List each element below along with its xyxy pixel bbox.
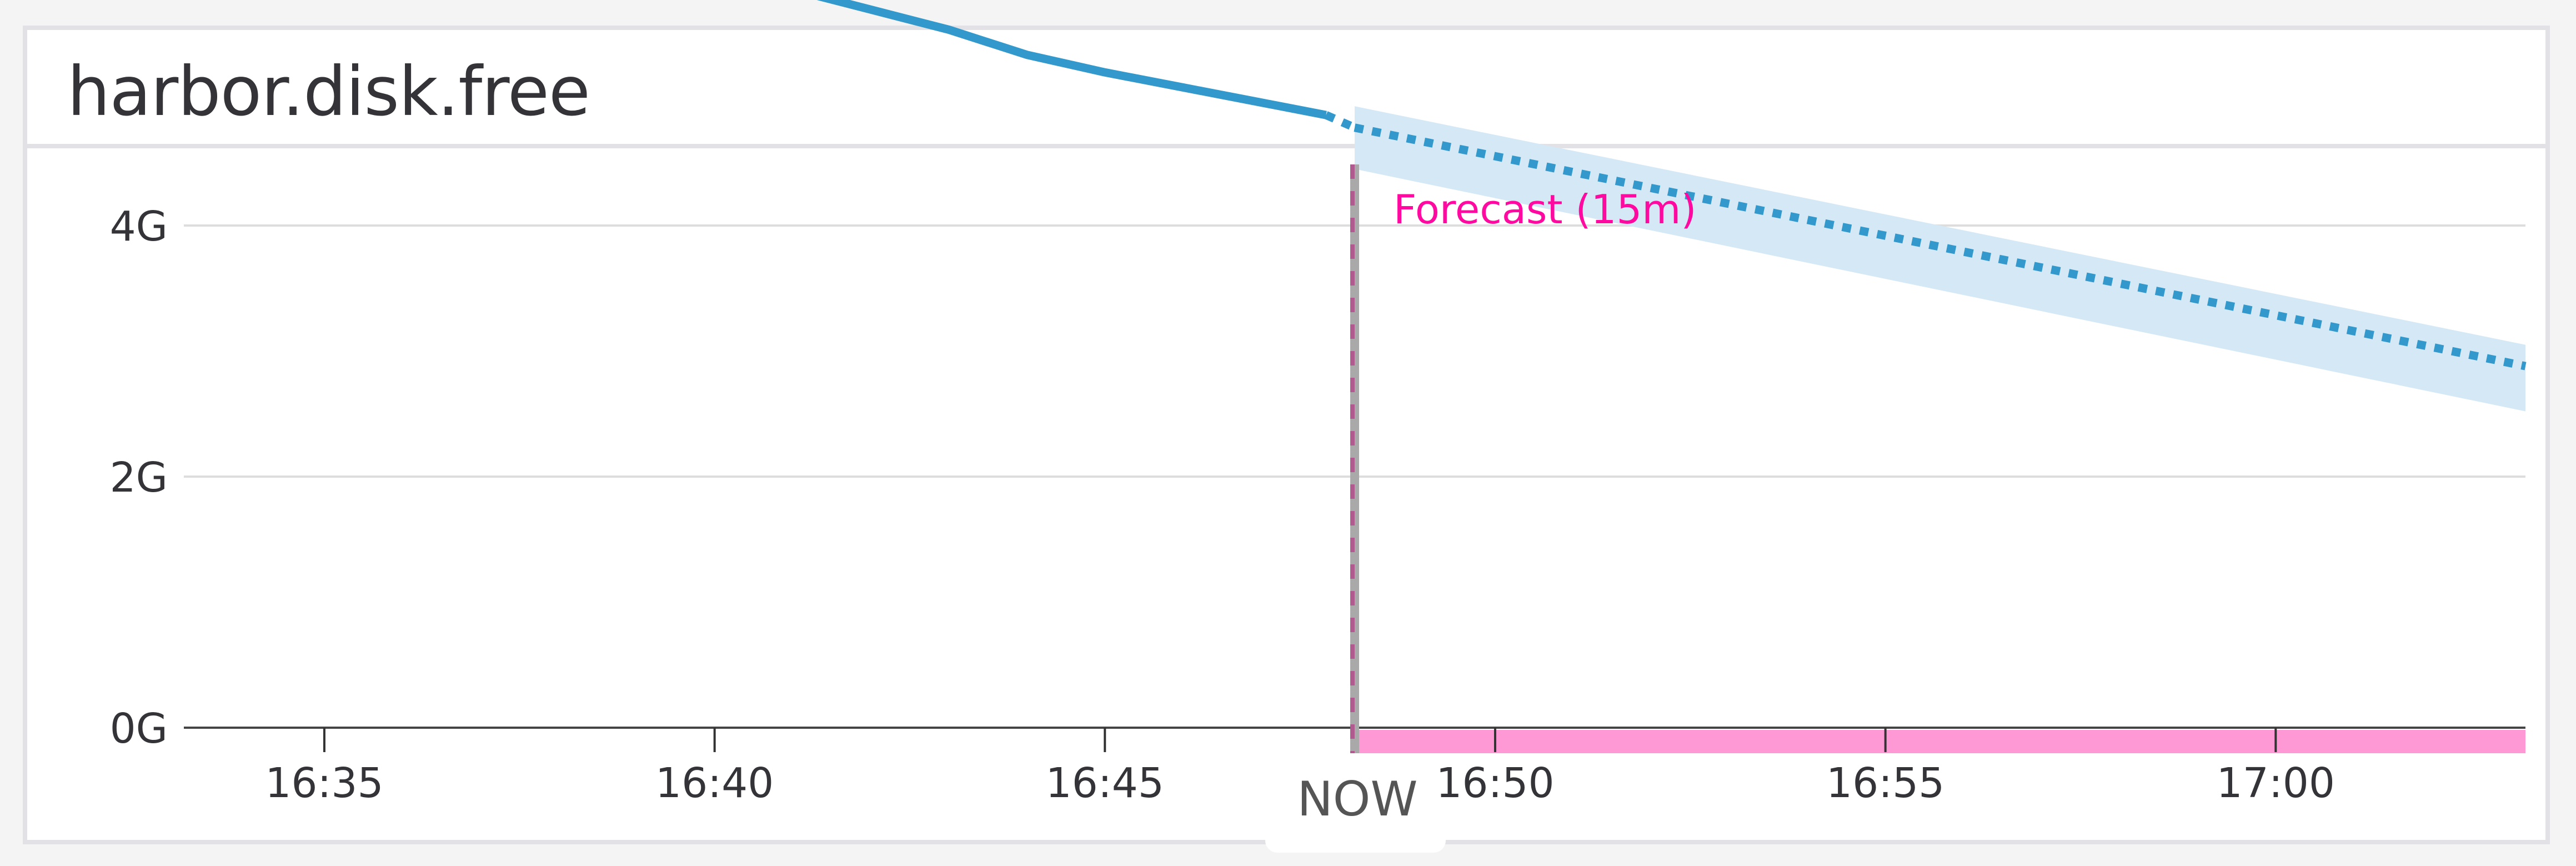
x-tick-label: 16:55	[1826, 759, 1944, 807]
y-tick-label: 4G	[110, 203, 168, 251]
y-tick-label: 2G	[110, 454, 168, 502]
timeseries-widget: harbor.disk.free	[23, 26, 2550, 844]
forecast-range-bar	[1355, 730, 2525, 753]
forecast-series-line	[1354, 123, 2527, 371]
x-tick-label: 17:00	[2217, 759, 2335, 807]
actual-series-line	[816, 0, 1327, 119]
forecast-confidence-band	[1355, 106, 2525, 412]
x-tick-label: 16:45	[1046, 759, 1164, 807]
forecast-annotation: Forecast (15m)	[1394, 186, 1696, 233]
x-tick-label: 16:40	[655, 759, 774, 807]
now-label: NOW	[1297, 772, 1417, 827]
widget-header: harbor.disk.free	[27, 30, 2545, 148]
forecast-connector	[1324, 111, 1357, 132]
x-tick-label: 16:35	[265, 759, 383, 807]
now-tab	[1265, 775, 1446, 853]
x-tick-label: 16:50	[1436, 759, 1554, 807]
widget-title: harbor.disk.free	[67, 52, 590, 131]
y-tick-label: 0G	[110, 705, 168, 753]
